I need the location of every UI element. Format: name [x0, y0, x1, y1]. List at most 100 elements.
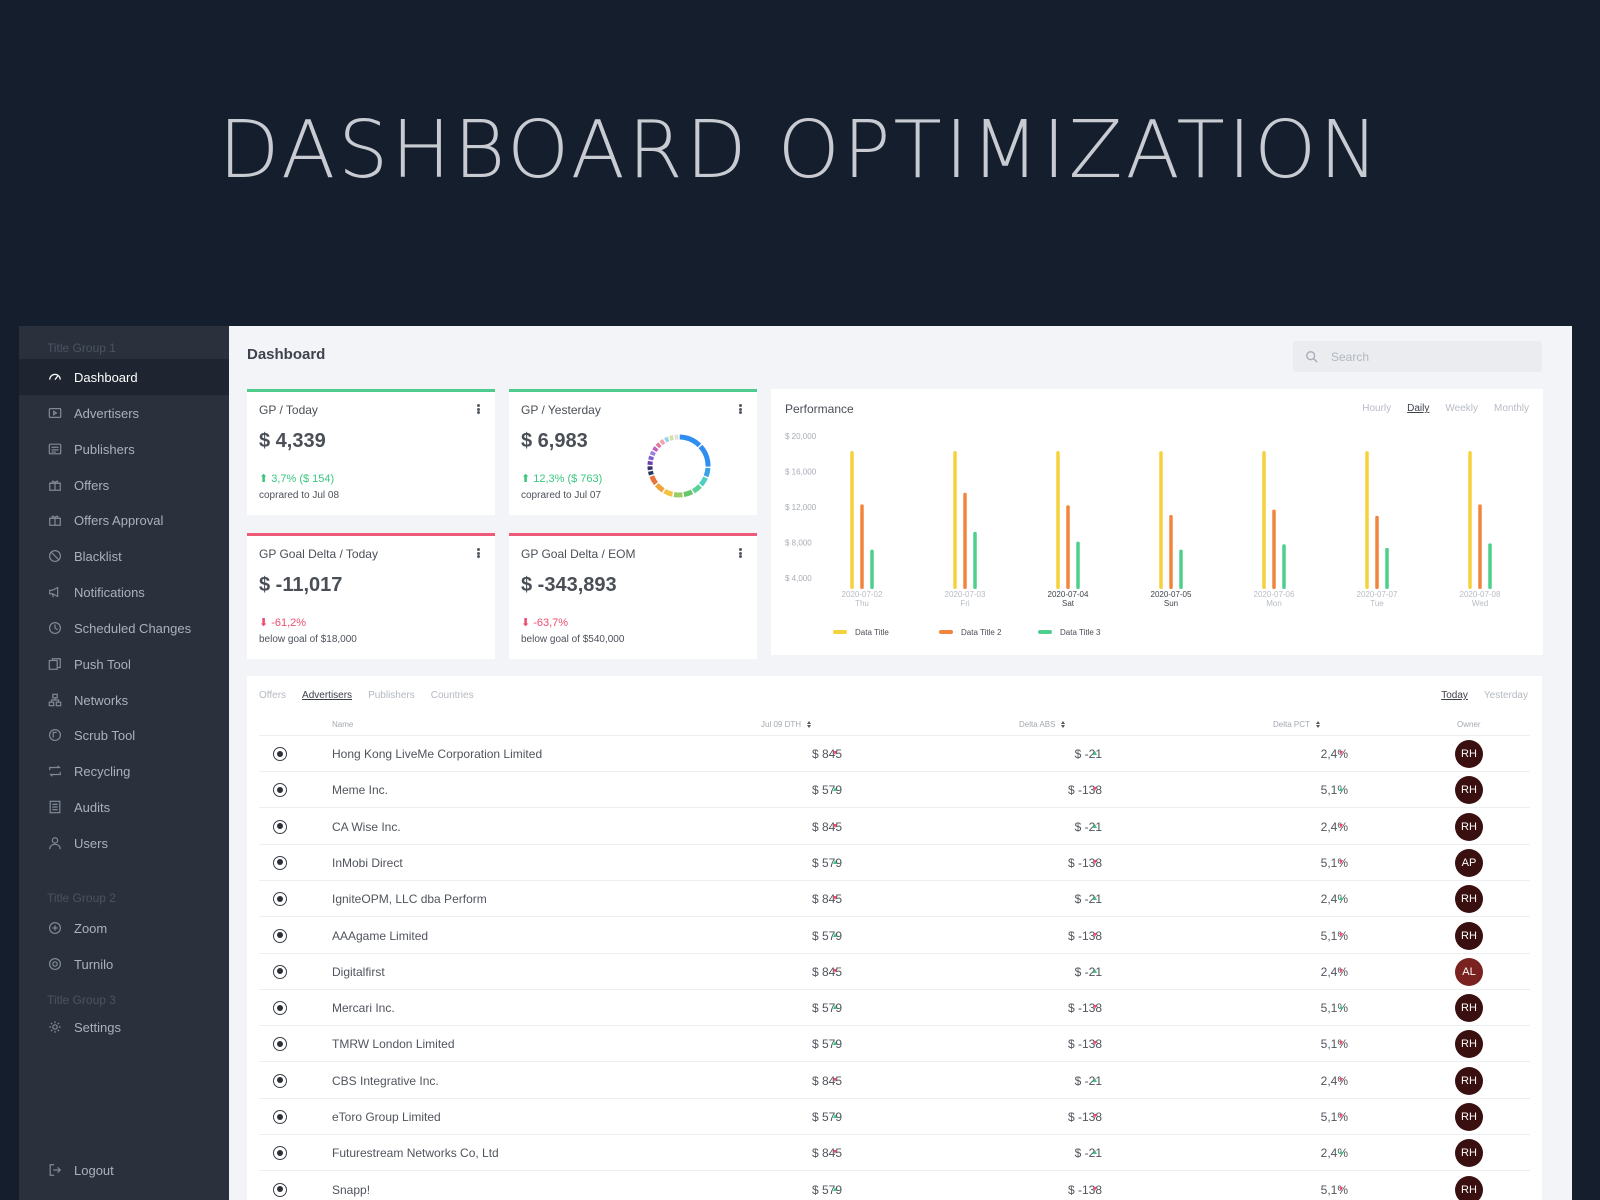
table-row[interactable]: Futurestream Networks Co, Ltd $ 845 $ -21 2… — [259, 1135, 1530, 1172]
sidebar-item-zoom[interactable]: Zoom — [19, 910, 229, 946]
row-radio[interactable] — [273, 964, 287, 979]
sidebar-item-scheduled-changes[interactable]: Scheduled Changes — [19, 610, 229, 646]
owner-avatar[interactable]: RH — [1455, 740, 1483, 768]
row-radio[interactable] — [273, 1037, 287, 1052]
owner-avatar[interactable]: RH — [1455, 885, 1483, 914]
push-icon — [47, 656, 63, 672]
row-radio[interactable] — [273, 928, 287, 943]
donut-chart — [647, 434, 711, 498]
sidebar-item-users[interactable]: Users — [19, 825, 229, 861]
advertiser-name: CBS Integrative Inc. — [332, 1073, 439, 1088]
x-tick-label: 2020-07-08 — [1460, 590, 1501, 599]
owner-avatar[interactable]: RH — [1455, 1030, 1483, 1059]
column-header-name[interactable]: Name — [332, 720, 353, 729]
tab-monthly[interactable]: Monthly — [1493, 403, 1529, 414]
search-input[interactable] — [1331, 349, 1511, 364]
owner-avatar[interactable]: AL — [1455, 957, 1483, 986]
tab-countries[interactable]: Countries — [430, 690, 474, 701]
tab-weekly[interactable]: Weekly — [1445, 403, 1478, 414]
owner-avatar[interactable]: RH — [1455, 812, 1483, 841]
sidebar-item-publishers[interactable]: Publishers — [19, 431, 229, 467]
search-box[interactable] — [1293, 341, 1542, 372]
owner-avatar[interactable]: RH — [1455, 994, 1483, 1023]
row-radio[interactable] — [273, 1001, 287, 1016]
tab-today[interactable]: Today — [1441, 690, 1468, 701]
more-icon[interactable] — [735, 546, 745, 560]
tab-advertisers[interactable]: Advertisers — [302, 690, 353, 701]
table-row[interactable]: CBS Integrative Inc. $ 845 $ -21 2,4% RH — [259, 1063, 1530, 1099]
gp-value: $ 845 — [811, 1146, 842, 1161]
bar — [963, 492, 967, 589]
table-row[interactable]: Digitalfirst $ 845 $ -21 2,4% AL — [259, 954, 1530, 990]
sidebar-item-label: Scrub Tool — [74, 727, 136, 743]
sidebar-item-offers-approval[interactable]: Offers Approval — [19, 502, 229, 538]
tab-offers[interactable]: Offers — [259, 690, 287, 701]
table-row[interactable]: Mercari Inc. $ 579 $ -138 5,1% RH — [259, 990, 1530, 1027]
card-delta-value: -61,2% — [271, 616, 307, 629]
row-radio[interactable] — [273, 855, 287, 870]
sidebar-item-logout[interactable]: Logout — [19, 1152, 229, 1188]
sidebar-item-settings[interactable]: Settings — [19, 1009, 229, 1045]
advertiser-name: Hong Kong LiveMe Corporation Limited — [332, 747, 543, 761]
sidebar-item-label: Notifications — [74, 584, 145, 600]
table-row[interactable]: CA Wise Inc. $ 845 $ -21 2,4% RH — [259, 809, 1530, 845]
sidebar-item-audits[interactable]: Audits — [19, 789, 229, 825]
sidebar-item-notifications[interactable]: Notifications — [19, 574, 229, 610]
trend-down-icon — [1093, 1005, 1097, 1010]
trend-up-icon — [1093, 823, 1097, 828]
owner-avatar[interactable]: RH — [1455, 776, 1483, 805]
sidebar-item-blacklist[interactable]: Blacklist — [19, 538, 229, 574]
sidebar-item-push-tool[interactable]: Push Tool — [19, 646, 229, 682]
owner-avatar[interactable]: RH — [1455, 1175, 1483, 1200]
owner-avatar[interactable]: RH — [1455, 1139, 1483, 1168]
tab-daily[interactable]: Daily — [1407, 403, 1430, 414]
trend-down-icon — [1093, 1041, 1097, 1046]
sidebar-item-advertisers[interactable]: Advertisers — [19, 395, 229, 431]
more-icon[interactable] — [735, 402, 745, 416]
zoom-icon — [47, 920, 63, 936]
donut-segment — [664, 436, 670, 443]
table-row[interactable]: Snapp! $ 579 $ -138 5,1% RH — [259, 1172, 1530, 1200]
table-row[interactable]: TMRW London Limited $ 579 $ -138 5,1% RH — [259, 1026, 1530, 1063]
table-row[interactable]: Meme Inc. $ 579 $ -138 5,1% RH — [259, 772, 1530, 809]
row-radio[interactable] — [273, 1182, 287, 1197]
table-row[interactable]: Hong Kong LiveMe Corporation Limited $ 84… — [259, 736, 1530, 772]
more-icon[interactable] — [473, 402, 483, 416]
sidebar-item-recycling[interactable]: Recycling — [19, 753, 229, 789]
column-header-delta-abs[interactable]: Delta ABS — [1019, 720, 1066, 729]
table-row[interactable]: eToro Group Limited $ 579 $ -138 5,1% RH — [259, 1099, 1530, 1135]
table-row[interactable]: InMobi Direct $ 579 $ -138 5,1% AP — [259, 845, 1530, 881]
delta-abs-value: $ -138 — [1067, 1037, 1102, 1052]
advertiser-name: InMobi Direct — [332, 855, 403, 870]
megaphone-icon — [47, 584, 63, 600]
owner-avatar[interactable]: AP — [1455, 848, 1483, 877]
sidebar-item-turnilo[interactable]: Turnilo — [19, 946, 229, 982]
tab-hourly[interactable]: Hourly — [1362, 403, 1392, 414]
table-row[interactable]: IgniteOPM, LLC dba Perform $ 845 $ -21 2,4%… — [259, 881, 1530, 918]
row-radio[interactable] — [273, 1110, 287, 1124]
column-header-gp[interactable]: Jul 09 DTH — [761, 720, 812, 729]
sidebar-item-dashboard[interactable]: Dashboard — [19, 359, 229, 395]
column-header-delta-pct[interactable]: Delta PCT — [1273, 720, 1320, 729]
row-radio[interactable] — [273, 747, 287, 761]
tab-publishers[interactable]: Publishers — [368, 690, 415, 701]
row-radio[interactable] — [273, 819, 287, 834]
owner-avatar[interactable]: RH — [1455, 921, 1483, 950]
delta-abs-value: $ -21 — [1074, 1073, 1102, 1088]
owner-avatar[interactable]: RH — [1455, 1066, 1483, 1095]
trend-down-icon — [833, 751, 837, 755]
sidebar-item-offers[interactable]: Offers — [19, 467, 229, 503]
tab-yesterday[interactable]: Yesterday — [1483, 690, 1528, 701]
more-icon[interactable] — [473, 546, 483, 560]
sidebar-item-scrub-tool[interactable]: Scrub Tool — [19, 717, 229, 753]
table-row[interactable]: AAAgame Limited $ 579 $ -138 5,1% RH — [259, 918, 1530, 954]
donut-segment — [649, 475, 658, 486]
bar — [1066, 505, 1070, 589]
owner-avatar[interactable]: RH — [1455, 1103, 1483, 1131]
row-radio[interactable] — [273, 892, 287, 907]
sidebar-item-networks[interactable]: Networks — [19, 682, 229, 718]
audit-icon — [47, 799, 63, 815]
row-radio[interactable] — [273, 1146, 287, 1161]
row-radio[interactable] — [273, 1073, 287, 1088]
row-radio[interactable] — [273, 783, 287, 798]
